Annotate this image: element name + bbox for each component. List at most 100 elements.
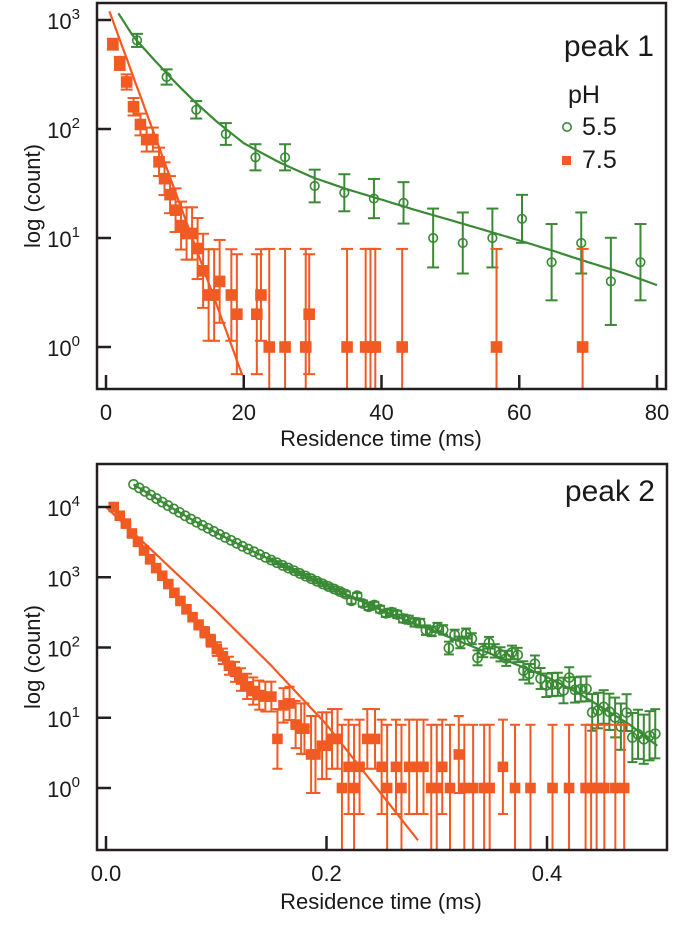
data-point-filled-square xyxy=(299,723,310,734)
data-point-open-circle xyxy=(489,645,501,657)
peak-1-xlabel: Residence time (ms) xyxy=(280,426,482,451)
data-point-filled-square xyxy=(525,782,536,794)
data-point-open-circle xyxy=(219,532,231,543)
data-point-open-circle xyxy=(506,647,518,658)
data-point-filled-square xyxy=(144,554,156,565)
data-point-filled-square xyxy=(547,782,558,794)
data-point-open-circle xyxy=(139,486,151,497)
x-tick-label: 0.0 xyxy=(91,861,122,886)
data-point-open-circle xyxy=(279,152,291,163)
data-point-filled-square xyxy=(490,341,503,353)
data-point-filled-square xyxy=(369,733,381,745)
fit-line-ph-5-5 xyxy=(117,12,658,287)
data-point-open-circle xyxy=(242,543,254,555)
data-point-open-circle xyxy=(477,645,489,656)
data-point-filled-square xyxy=(158,172,171,185)
y-tick-label: 103 xyxy=(47,6,80,34)
data-point-open-circle xyxy=(483,637,495,649)
y-tick-label: 103 xyxy=(47,563,80,591)
y-tick-label: 102 xyxy=(47,634,80,662)
y-tick-label: 102 xyxy=(47,115,80,143)
data-point-filled-square xyxy=(181,603,192,615)
data-point-open-circle xyxy=(265,554,277,566)
data-point-filled-square xyxy=(459,782,470,794)
data-point-open-circle xyxy=(162,500,174,511)
peak-2-xlabel: Residence time (ms) xyxy=(280,889,482,914)
series-ph-7-5 xyxy=(105,501,630,849)
data-point-open-circle xyxy=(609,712,621,723)
data-point-open-circle xyxy=(558,685,569,696)
data-point-filled-square xyxy=(321,740,332,752)
data-point-filled-square xyxy=(132,536,144,548)
y-tick-label: 100 xyxy=(47,774,80,802)
data-point-filled-square xyxy=(175,219,187,232)
data-point-filled-square xyxy=(251,308,263,320)
data-point-filled-square xyxy=(169,204,182,216)
data-point-filled-square xyxy=(284,698,295,709)
data-point-filled-square xyxy=(150,562,162,574)
data-point-open-circle xyxy=(231,537,243,549)
data-point-filled-square xyxy=(197,265,209,277)
series-ph-5-5 xyxy=(128,478,661,765)
data-point-filled-square xyxy=(610,782,621,794)
data-point-filled-square xyxy=(361,733,373,745)
data-point-open-circle xyxy=(586,707,598,718)
data-point-open-circle xyxy=(605,276,616,287)
data-point-open-circle xyxy=(428,232,439,244)
fit-line-ph-7-5 xyxy=(105,506,419,841)
data-point-filled-square xyxy=(425,782,437,794)
data-point-filled-square xyxy=(113,57,126,70)
data-point-open-circle xyxy=(214,529,225,540)
x-tick-label: 60 xyxy=(507,400,531,425)
data-point-filled-square xyxy=(484,782,495,794)
data-point-filled-square xyxy=(260,691,271,702)
data-point-filled-square xyxy=(343,761,354,773)
data-point-open-circle xyxy=(191,104,202,115)
peak-1-ylabel: log (count) xyxy=(20,144,45,248)
data-point-filled-square xyxy=(193,619,204,631)
data-point-open-circle xyxy=(403,614,415,626)
data-point-filled-square xyxy=(120,76,133,88)
data-point-open-circle xyxy=(635,257,646,268)
data-point-filled-square xyxy=(263,341,276,353)
data-point-open-circle xyxy=(604,706,615,718)
data-point-open-circle xyxy=(535,673,547,684)
data-point-filled-square xyxy=(175,595,186,607)
data-point-open-circle xyxy=(546,257,557,268)
data-point-open-circle xyxy=(237,540,248,552)
data-point-filled-square xyxy=(140,133,153,146)
data-point-open-circle xyxy=(208,526,220,537)
data-point-filled-square xyxy=(164,188,176,201)
series-ph-5-5 xyxy=(117,12,658,326)
data-point-filled-square xyxy=(341,341,353,353)
data-point-filled-square xyxy=(381,782,393,794)
data-point-filled-square xyxy=(299,341,312,353)
data-point-open-circle xyxy=(309,180,320,192)
data-point-open-circle xyxy=(260,551,271,563)
data-point-open-circle xyxy=(398,197,409,208)
data-point-open-circle xyxy=(185,513,197,525)
data-point-filled-square xyxy=(332,733,343,745)
data-point-open-circle xyxy=(386,606,397,618)
panel-peak-2: 100 101 102 103 104 0.0 0.2 0.4 peak 2 Residenc… xyxy=(20,462,669,914)
data-point-filled-square xyxy=(235,674,247,685)
data-point-filled-square xyxy=(348,782,360,794)
data-point-open-circle xyxy=(516,213,528,224)
data-point-open-circle xyxy=(380,607,392,619)
data-point-filled-square xyxy=(509,782,521,794)
data-point-open-circle xyxy=(174,506,185,518)
data-point-open-circle xyxy=(466,633,478,645)
data-point-filled-square xyxy=(497,761,509,773)
data-point-open-circle xyxy=(225,534,237,546)
data-point-open-circle xyxy=(518,665,529,676)
data-point-open-circle xyxy=(454,637,466,648)
data-point-filled-square xyxy=(279,341,291,353)
data-point-open-circle xyxy=(449,629,461,641)
peak-2-data-layer xyxy=(105,478,661,849)
data-point-filled-square xyxy=(247,685,259,697)
legend-entry-ph-7-5: 7.5 xyxy=(562,146,617,174)
data-point-open-circle xyxy=(592,705,604,716)
data-point-filled-square xyxy=(396,782,407,794)
data-point-open-circle xyxy=(457,237,468,249)
legend-open-circle-icon xyxy=(561,122,572,133)
